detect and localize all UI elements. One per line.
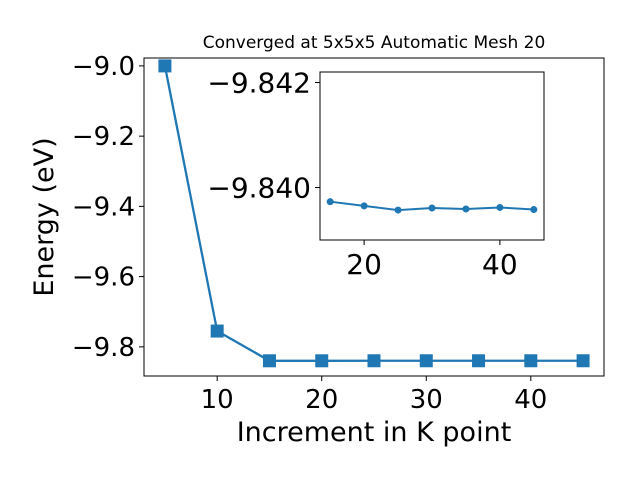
main-y-tick-label: −9.8 <box>72 333 135 363</box>
main-plot: 10 20 30 40 −9.0 −9.2 −9.4 −9.6 −9.8 <box>72 52 605 415</box>
inset-y-axis: −9.842 −9.840 <box>207 67 320 205</box>
inset-x-tick-label: 40 <box>482 248 518 281</box>
inset-plot: 20 40 −9.842−9.840 <box>207 67 545 281</box>
main-data-point <box>367 354 381 368</box>
inset-plot-frame <box>319 71 545 241</box>
inset-y-tick-label: −9.840 <box>207 172 311 205</box>
main-plot-frame <box>143 57 605 377</box>
y-axis-label: Energy (eV) <box>29 137 60 296</box>
main-x-axis: 10 20 30 40 <box>201 376 547 415</box>
main-x-tick-label: 30 <box>410 385 443 415</box>
inset-y-tick-label: −9.842 <box>207 67 311 100</box>
chart-title: Converged at 5x5x5 Automatic Mesh 20 <box>203 33 546 53</box>
inset-data-point <box>394 206 402 214</box>
inset-x-tick-label: 20 <box>346 248 382 281</box>
main-x-tick-label: 10 <box>201 385 234 415</box>
inset-data-point <box>326 198 334 206</box>
main-x-tick-label: 40 <box>514 385 547 415</box>
x-axis-label: Increment in K point <box>237 417 512 448</box>
main-data-point <box>210 324 224 338</box>
main-y-axis: −9.0 −9.2 −9.4 −9.6 −9.8 <box>72 52 144 363</box>
main-data-point <box>576 354 590 368</box>
inset-data-point <box>428 204 436 212</box>
main-y-tick-label: −9.6 <box>72 263 135 293</box>
main-data-point <box>315 354 329 368</box>
inset-data-point <box>530 206 538 214</box>
main-y-tick-label: −9.2 <box>72 122 135 152</box>
main-y-tick-label: −9.4 <box>72 192 135 222</box>
main-data-point <box>472 354 486 368</box>
main-x-tick-label: 20 <box>305 385 338 415</box>
main-data-point <box>524 354 538 368</box>
inset-series <box>326 198 538 214</box>
main-series <box>158 59 590 368</box>
main-y-tick-label: −9.0 <box>72 52 135 82</box>
inset-data-point <box>360 202 368 210</box>
inset-x-axis: 20 40 <box>346 240 518 281</box>
inset-data-point <box>496 203 504 211</box>
inset-data-point <box>462 205 470 213</box>
inset-background <box>320 72 544 240</box>
main-data-point <box>419 354 433 368</box>
main-data-point <box>158 59 172 73</box>
main-data-point <box>262 354 276 368</box>
